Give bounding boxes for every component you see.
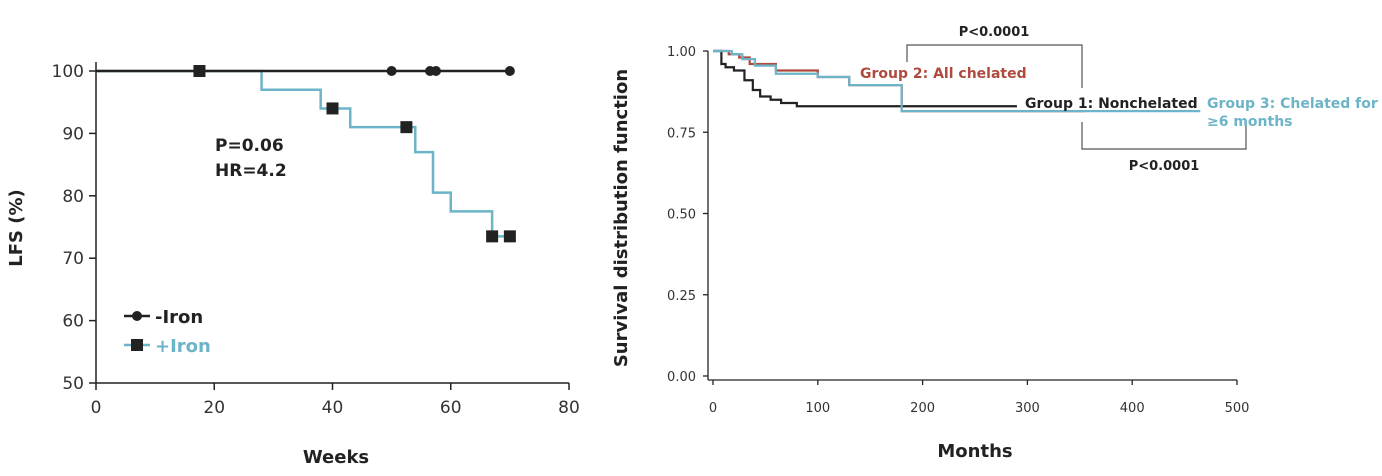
lfs-legend: -Iron +Iron: [124, 307, 211, 357]
survival-series-line: [713, 49, 1017, 108]
lfs-y-axis-title: LFS (%): [6, 189, 27, 266]
lfs-censor-marker: [386, 66, 397, 76]
survival-chart: 0 100 200 300 400 500 0.00 0.25 0.50 0.75 1.00 P<0…: [611, 25, 1378, 462]
lfs-y-tick-label: 70: [62, 249, 84, 269]
lfs-censor-marker: [400, 121, 413, 134]
lfs-y-tick-label: 80: [62, 187, 84, 207]
lfs-censor-marker: [486, 230, 499, 243]
lfs-series: [96, 65, 516, 243]
lfs-censor-marker: [326, 102, 339, 115]
survival-y-tick-label: 0.25: [667, 289, 696, 304]
lfs-censor-marker: [193, 65, 206, 77]
hazard-ratio-annotation: HR=4.2: [215, 161, 287, 181]
survival-x-tick-label: 400: [1120, 401, 1145, 416]
lfs-censor-marker: [504, 66, 515, 76]
top-p-bracket: [906, 44, 1083, 88]
lfs-y-tick-label: 50: [62, 374, 84, 394]
survival-y-tick-label: 0.00: [667, 370, 696, 385]
legend-no-iron-marker: [132, 311, 142, 321]
lfs-chart: 0 20 40 60 80 50 60 70 80 90 100 P=0.06 HR=4.2 -Ir…: [6, 62, 580, 468]
survival-axes: 0 100 200 300 400 500 0.00 0.25 0.50 0.75 1.00: [667, 45, 1249, 416]
bottom-p-bracket: [1081, 122, 1247, 150]
group3-label-line1: Group 3: Chelated for: [1207, 96, 1378, 112]
lfs-x-tick-label: 0: [91, 398, 102, 418]
lfs-censor-marker: [503, 230, 516, 243]
survival-x-tick-label: 500: [1225, 401, 1250, 416]
group3-label-line2: ≥6 months: [1207, 114, 1293, 130]
lfs-x-tick-label: 80: [558, 398, 580, 418]
bottom-p-value: P<0.0001: [1129, 159, 1200, 174]
lfs-censor-marker: [430, 66, 441, 76]
lfs-y-tick-label: 60: [62, 312, 84, 332]
group2-label: Group 2: All chelated: [860, 66, 1027, 82]
survival-series-line: [713, 49, 1201, 113]
survival-y-axis-title: Survival distribution function: [611, 69, 632, 367]
survival-x-tick-label: 0: [709, 401, 717, 416]
lfs-axes: 0 20 40 60 80 50 60 70 80 90 100: [52, 62, 580, 418]
p-value-annotation: P=0.06: [215, 136, 284, 156]
survival-x-tick-label: 300: [1015, 401, 1040, 416]
group1-label: Group 1: Nonchelated: [1025, 96, 1198, 112]
lfs-x-tick-label: 40: [322, 398, 344, 418]
legend-iron-marker: [131, 339, 143, 351]
survival-y-tick-label: 1.00: [667, 45, 696, 60]
survival-x-tick-label: 200: [910, 401, 935, 416]
lfs-y-tick-label: 90: [62, 124, 84, 144]
lfs-series-line: [96, 69, 510, 238]
survival-x-axis-title: Months: [937, 441, 1012, 462]
lfs-y-tick-label: 100: [52, 62, 84, 82]
survival-x-tick-label: 100: [805, 401, 830, 416]
survival-series: [713, 49, 1201, 113]
top-p-value: P<0.0001: [959, 25, 1030, 40]
lfs-x-tick-label: 60: [440, 398, 462, 418]
survival-y-tick-label: 0.75: [667, 126, 696, 141]
lfs-x-axis-title: Weeks: [303, 447, 369, 468]
survival-y-tick-label: 0.50: [667, 208, 696, 223]
legend-no-iron-label: -Iron: [155, 307, 203, 328]
legend-iron-label: +Iron: [155, 336, 211, 357]
lfs-x-tick-label: 20: [203, 398, 225, 418]
